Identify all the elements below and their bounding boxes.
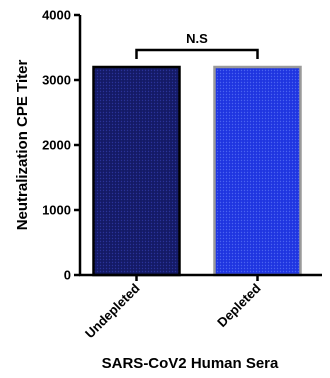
x-ticks-group: Undepleted Depleted xyxy=(82,275,264,341)
y-tick-label: 3000 xyxy=(42,73,71,88)
y-axis-title: Neutralization CPE Titer xyxy=(14,60,31,231)
y-tick-label: 0 xyxy=(64,268,71,283)
x-tick-label-undepleted: Undepleted xyxy=(82,280,143,341)
bar-undepleted xyxy=(92,65,181,277)
bars-group xyxy=(92,65,302,277)
x-tick-label-depleted: Depleted xyxy=(214,280,263,329)
x-axis-title: SARS-CoV2 Human Sera xyxy=(102,355,279,372)
significance-label: N.S xyxy=(186,31,208,46)
y-tick-label: 4000 xyxy=(42,8,71,23)
y-ticks-group: 0 1000 2000 3000 4000 xyxy=(42,8,80,283)
significance-bracket-line xyxy=(135,48,259,59)
significance-bracket: N.S xyxy=(135,31,259,59)
bar-depleted xyxy=(213,65,302,277)
y-tick-label: 2000 xyxy=(42,138,71,153)
y-tick-label: 1000 xyxy=(42,203,71,218)
